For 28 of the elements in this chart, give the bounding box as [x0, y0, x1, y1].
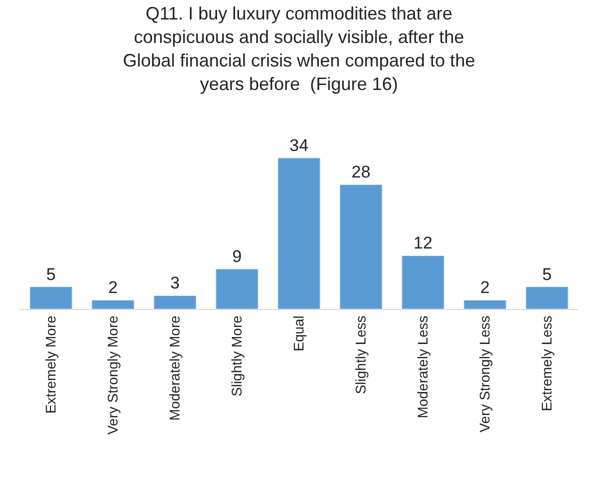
- x-tick-label: Extremely More: [42, 315, 59, 414]
- bar: [30, 286, 72, 309]
- bar: [92, 300, 134, 309]
- bar: [216, 268, 258, 309]
- bar: [464, 300, 506, 309]
- x-tick-label: Very Strongly More: [104, 315, 121, 435]
- data-label: 12: [414, 234, 432, 253]
- x-tick-label: Equal: [290, 316, 307, 352]
- data-label: 2: [108, 278, 118, 298]
- data-label: 5: [542, 264, 552, 284]
- x-tick-label: Very Strongly Less: [476, 316, 493, 432]
- bar: [526, 286, 568, 309]
- data-label: 34: [290, 136, 308, 155]
- data-label: 3: [170, 274, 180, 293]
- data-label: 2: [480, 278, 490, 298]
- bar: [154, 295, 196, 309]
- bar: [340, 184, 382, 309]
- x-tick-label: Slightly More: [228, 315, 245, 397]
- x-tick-label: Moderately Less: [414, 316, 431, 418]
- chart-title: Q11. I buy luxury commodities that are conspicuous and socially visible, after the Global financial crisis when compared to the years before (Figure 16): [122, 4, 476, 94]
- x-tick-label: Slightly Less: [352, 316, 369, 394]
- data-label: 5: [46, 264, 56, 284]
- bar: [278, 158, 320, 309]
- x-tick-label: Moderately More: [166, 315, 183, 421]
- data-label: 9: [232, 247, 242, 266]
- bar: [402, 255, 444, 309]
- x-tick-label: Extremely Less: [538, 316, 555, 412]
- data-label: 28: [352, 162, 370, 182]
